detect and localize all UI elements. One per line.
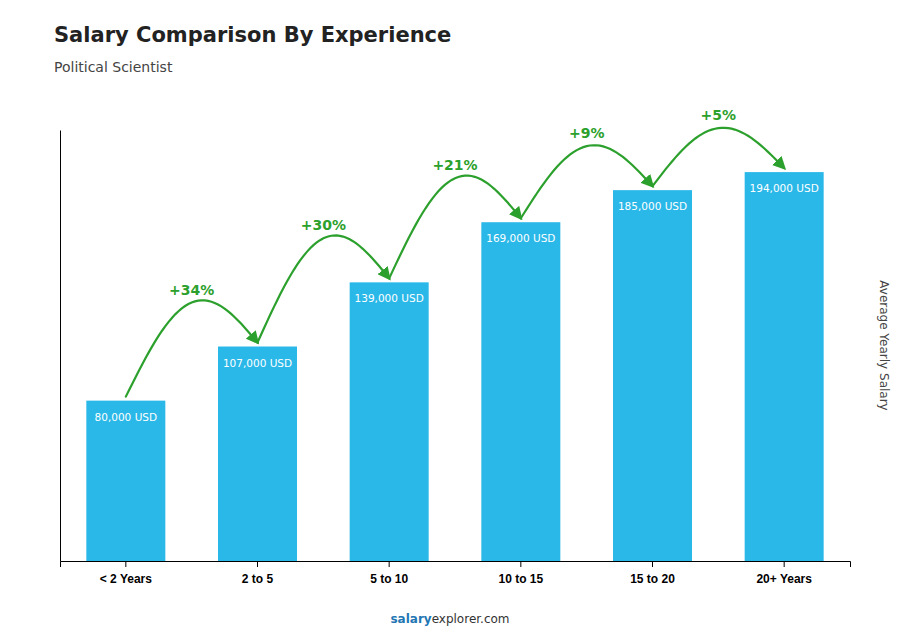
x-tick: 15 to 20 (630, 561, 675, 586)
x-tick: 20+ Years (756, 561, 812, 586)
x-tick-mark (125, 561, 126, 567)
chart: Salary Comparison By Experience Political… (0, 0, 900, 641)
data-label: 194,000 USD (750, 182, 819, 194)
subtitle: Political Scientist (54, 59, 173, 75)
x-axis: < 2 Years 2 to 5 5 to 10 10 to 15 15 to 20 20… (61, 561, 851, 586)
x-tick-label: < 2 Years (100, 572, 152, 586)
data-label: 139,000 USD (355, 292, 424, 304)
x-tick-mark (389, 561, 390, 567)
x-tick-label: 20+ Years (756, 572, 812, 586)
change-label: +34% (169, 282, 214, 298)
change-label: +21% (432, 157, 477, 173)
bar (218, 347, 297, 561)
data-labels: 80,000 USD 107,000 USD 139,000 USD 169,000 … (95, 182, 819, 423)
change-arc (389, 176, 521, 279)
y-axis-title: Average Yearly Salary (877, 280, 891, 410)
title: Salary Comparison By Experience (54, 23, 451, 47)
change-label: +9% (569, 125, 605, 141)
footer: salaryexplorer.com (390, 612, 509, 626)
change-arc (258, 235, 390, 342)
bar (86, 401, 165, 561)
change-arc (126, 300, 258, 396)
footer-part: explorer.com (432, 612, 510, 626)
x-tick-label: 10 to 15 (498, 572, 543, 586)
x-tick-label: 15 to 20 (630, 572, 675, 586)
y-axis-line (60, 131, 61, 562)
change-label: +5% (701, 107, 737, 123)
change-arc (521, 145, 653, 218)
y-axis (60, 131, 61, 562)
plot-area: < 2 Years 2 to 5 5 to 10 10 to 15 15 to 20 20… (61, 107, 851, 586)
x-tick: 2 to 5 (242, 561, 274, 586)
footer-part: salary (390, 612, 431, 626)
data-label: 169,000 USD (486, 232, 555, 244)
bar (613, 190, 692, 561)
x-tick-mark (784, 561, 785, 567)
x-tick-label: 5 to 10 (370, 572, 408, 586)
bars (86, 172, 823, 561)
x-tick-label: 2 to 5 (242, 572, 274, 586)
bar (745, 172, 824, 561)
change-arcs: +34% +30% +21% +9% +5% (126, 107, 784, 397)
bar (350, 282, 429, 561)
bar (481, 222, 560, 561)
change-arc (653, 128, 785, 186)
change-label: +30% (301, 217, 346, 233)
data-label: 107,000 USD (223, 357, 292, 369)
x-tick: 5 to 10 (370, 561, 408, 586)
x-tick-mark (652, 561, 653, 567)
data-label: 185,000 USD (618, 200, 687, 212)
x-tick-mark (257, 561, 258, 567)
x-tick: 10 to 15 (498, 561, 543, 586)
data-label: 80,000 USD (95, 411, 158, 423)
x-tick: < 2 Years (100, 561, 152, 586)
x-axis-line (61, 562, 851, 568)
x-tick-mark (520, 561, 521, 567)
